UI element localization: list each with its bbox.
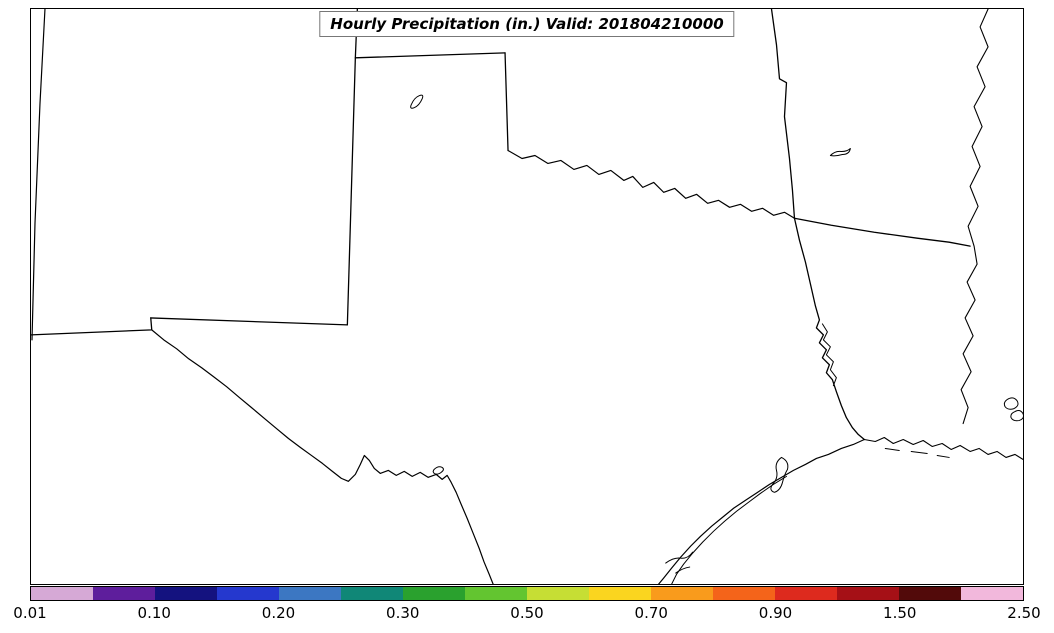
- colorbar-segment: [713, 587, 775, 600]
- map-frame: Hourly Precipitation (in.) Valid: 201804…: [30, 8, 1024, 585]
- matagorda-bay-squiggle: [665, 551, 694, 574]
- state-outline-map: [31, 9, 1023, 584]
- oklahoma-lake: [829, 148, 851, 157]
- new-mexico-mexico-border: [31, 317, 153, 336]
- panhandle-lake: [410, 94, 424, 109]
- colorbar-segment: [527, 587, 589, 600]
- colorbar-tick-label: 0.30: [386, 604, 420, 622]
- colorbar-segment: [465, 587, 527, 600]
- arkansas-louisiana-border: [793, 217, 971, 247]
- mississippi-river: [960, 9, 989, 425]
- amistad-reservoir: [432, 466, 444, 475]
- colorbar-tick-label: 0.70: [634, 604, 668, 622]
- colorbar-tick-label: 0.20: [261, 604, 296, 622]
- colorbar-segment: [403, 587, 465, 600]
- colorbar-segment: [899, 587, 961, 600]
- border-103w-meridian: [346, 9, 358, 326]
- colorbar-segment: [775, 587, 837, 600]
- colorbar-tick-label: 1.50: [883, 604, 917, 622]
- texas-panhandle-east-border: [504, 52, 509, 152]
- louisiana-coast-islands: [884, 447, 950, 458]
- colorbar-tick-label: 0.90: [758, 604, 793, 622]
- colorbar-segment: [589, 587, 651, 600]
- colorbar-segment: [279, 587, 341, 600]
- texas-panhandle-north-border: [354, 52, 506, 59]
- galveston-bay: [770, 456, 789, 493]
- colorbar-tick-label: 0.01: [13, 604, 47, 622]
- colorbar-tick-label: 0.10: [137, 604, 171, 622]
- red-river-border: [507, 149, 796, 219]
- texas-gulf-coast: [658, 438, 865, 584]
- colorbar-tick-label: 0.50: [510, 604, 544, 622]
- texas-louisiana-border: [793, 217, 865, 441]
- colorbar-segment: [93, 587, 155, 600]
- new-mexico-texas-border: [150, 317, 349, 326]
- colorbar-segment: [155, 587, 217, 600]
- map-title: Hourly Precipitation (in.) Valid: 201804…: [319, 11, 735, 37]
- colorbar-segment: [961, 587, 1023, 600]
- colorbar-segment: [31, 587, 93, 600]
- colorbar-segment: [341, 587, 403, 600]
- louisiana-coast: [863, 436, 1023, 460]
- oklahoma-arkansas-border: [770, 9, 796, 219]
- west-border-line: [31, 9, 46, 341]
- coastal-lakes: [1003, 397, 1023, 422]
- barrier-islands: [671, 475, 787, 584]
- colorbar-segment: [837, 587, 899, 600]
- colorbar-segment: [217, 587, 279, 600]
- colorbar-ticks: 0.01 0.10 0.20 0.30 0.50 0.70 0.90 1.50 2.50: [13, 604, 1040, 628]
- colorbar: [30, 586, 1024, 601]
- colorbar-tick-label: 2.50: [1007, 604, 1041, 622]
- rio-grande-border: [151, 329, 494, 584]
- colorbar-segment: [651, 587, 713, 600]
- toledo-bend-river: [821, 323, 837, 387]
